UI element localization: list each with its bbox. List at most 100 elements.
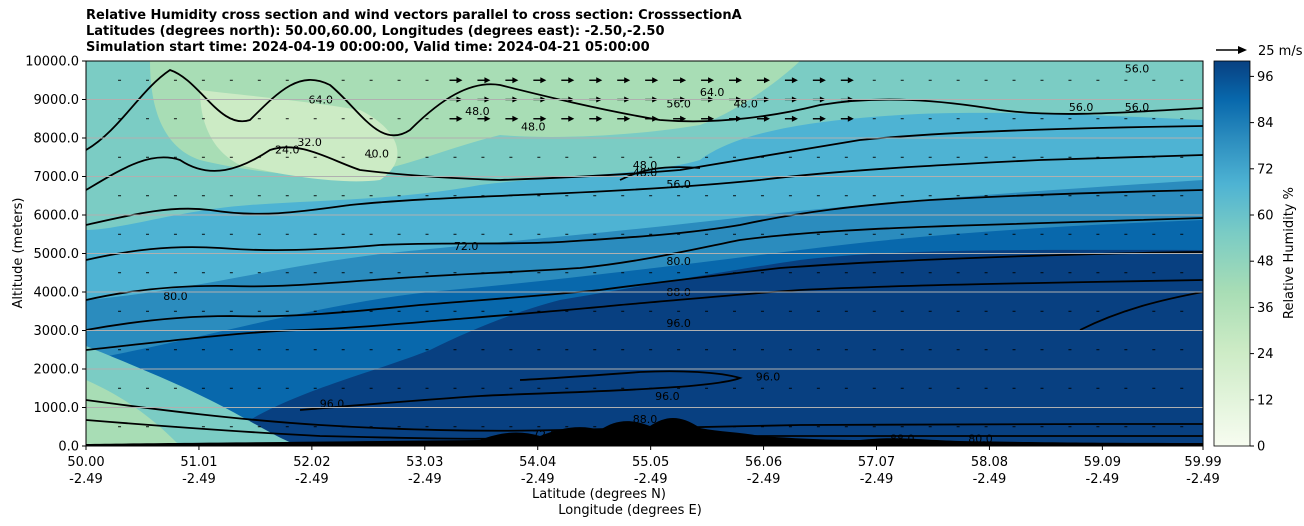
contour-label: 48.0 (521, 120, 546, 133)
contour-label: 24.0 (275, 144, 300, 157)
x-tick-label-lat: 55.05 (632, 455, 669, 470)
quiver-key: 25 m/s (1216, 44, 1303, 59)
contour-label: 72.0 (454, 240, 479, 253)
chart-title-line-3: Simulation start time: 2024-04-19 00:00:… (86, 40, 650, 55)
colorbar-tick-label: 84 (1257, 116, 1274, 131)
horizontal-gridlines (86, 99, 1203, 408)
quiver-key-label: 25 m/s (1258, 44, 1303, 59)
x-axis-label-longitude: Longitude (degrees E) (558, 503, 702, 518)
x-tick-label-lon: -2.49 (69, 472, 103, 487)
x-tick-label-lat: 57.07 (858, 455, 895, 470)
colorbar-tick-label: 60 (1257, 209, 1274, 224)
wind-vector (645, 77, 659, 84)
colorbar-gradient (1213, 60, 1251, 447)
colorbar-ticks: 0 12 24 36 48 60 72 84 96 (1250, 70, 1274, 455)
wind-vector (617, 77, 631, 84)
x-tick-label-lon: -2.49 (973, 472, 1007, 487)
contour-label: 96.0 (666, 317, 691, 330)
y-tick-label: 10000.0 (25, 55, 79, 70)
wind-vector (673, 115, 687, 122)
y-tick-label: 6000.0 (34, 209, 80, 224)
x-tick-label-lon: -2.49 (1186, 472, 1220, 487)
x-tick-label-lat: 56.06 (745, 455, 782, 470)
x-tick-label-lat: 52.02 (293, 455, 330, 470)
contour-label: 40.0 (364, 147, 389, 160)
contour-label: 56.0 (1069, 101, 1094, 114)
wind-vector (505, 115, 519, 122)
y-tick-label: 1000.0 (34, 401, 80, 416)
contour-label: 56.0 (1125, 101, 1150, 114)
contour-label: 96.0 (756, 371, 781, 384)
wind-vector (477, 115, 491, 122)
contour-lines (86, 69, 1203, 440)
colorbar-tick-label: 96 (1257, 70, 1274, 85)
contour-labels: 24.032.040.048.048.048.048.048.056.056.0… (163, 63, 1149, 446)
y-tick-label: 7000.0 (34, 170, 80, 185)
wind-vector (812, 115, 826, 122)
wind-vector (729, 77, 743, 84)
colorbar-tick-label: 12 (1257, 393, 1274, 408)
contour-label: 64.0 (700, 86, 725, 99)
contour-label: 72.0 (532, 428, 557, 441)
x-tick-label-lon: -2.49 (521, 472, 555, 487)
contour-label: 56.0 (1125, 63, 1150, 76)
y-tick-label: 0.0 (58, 440, 79, 455)
x-tick-label-lat: 59.09 (1084, 455, 1121, 470)
wind-vector (617, 115, 631, 122)
contour-label: 96.0 (320, 398, 345, 411)
contour-label: 32.0 (297, 136, 322, 149)
wind-vector (477, 77, 491, 84)
y-tick-label: 8000.0 (34, 132, 80, 147)
x-tick-label-lon: -2.49 (634, 472, 668, 487)
colorbar: 0 12 24 36 48 60 72 84 96 Relative Humidity % (1213, 60, 1297, 455)
contour-label: 80.0 (968, 432, 993, 445)
wind-vector (589, 115, 603, 122)
colorbar-label: Relative Humidity % (1282, 187, 1297, 319)
colorbar-tick-label: 48 (1257, 255, 1274, 270)
x-tick-label-lat: 53.03 (406, 455, 443, 470)
y-tick-label: 9000.0 (34, 93, 80, 108)
y-tick-label: 2000.0 (34, 363, 80, 378)
contour-label: 56.0 (666, 178, 691, 191)
contour-label: 88.0 (890, 432, 915, 445)
x-tick-label-lon: -2.49 (747, 472, 781, 487)
x-tick-label-lat: 59.99 (1184, 455, 1221, 470)
x-tick-label-lat: 58.08 (971, 455, 1008, 470)
wind-vector (701, 115, 715, 122)
colorbar-tick-label: 36 (1257, 301, 1274, 316)
y-axis-label: Altitude (meters) (11, 198, 26, 309)
terrain-silhouette (86, 418, 1203, 446)
wind-vector (449, 77, 463, 84)
wind-vector (756, 77, 770, 84)
wind-vector (784, 77, 798, 84)
wind-vector (840, 77, 854, 84)
contour-label: 80.0 (163, 290, 188, 303)
chart-title-line-1: Relative Humidity cross section and wind… (86, 8, 742, 23)
wind-vector (561, 77, 575, 84)
wind-vector (533, 115, 547, 122)
x-tick-label-lon: -2.49 (295, 472, 329, 487)
y-tick-label: 5000.0 (34, 247, 80, 262)
wind-vector (505, 77, 519, 84)
wind-vector (784, 115, 798, 122)
x-axis-label-latitude: Latitude (degrees N) (532, 487, 666, 502)
x-tick-label-lon: -2.49 (408, 472, 442, 487)
wind-vector (449, 115, 463, 122)
wind-vector (589, 77, 603, 84)
x-axis-ticks: 50.00 -2.49 51.01 -2.49 52.02 -2.49 53.03 -2.49… (67, 446, 1222, 487)
wind-vector (701, 77, 715, 84)
x-tick-label-lat: 51.01 (180, 455, 217, 470)
wind-vector (645, 115, 659, 122)
y-tick-label: 3000.0 (34, 324, 80, 339)
wind-vector (840, 115, 854, 122)
wind-vector (673, 77, 687, 84)
x-tick-label-lon: -2.49 (1086, 472, 1120, 487)
y-axis-ticks: 0.0 1000.0 2000.0 3000.0 4000.0 5000.0 6000.0 7… (25, 55, 86, 455)
contour-label: 48.0 (633, 159, 658, 172)
contour-label: 56.0 (666, 97, 691, 110)
x-tick-label-lon: -2.49 (182, 472, 216, 487)
contour-label: 80.0 (666, 255, 691, 268)
contour-label: 48.0 (633, 167, 658, 180)
colorbar-tick-label: 24 (1257, 347, 1274, 362)
